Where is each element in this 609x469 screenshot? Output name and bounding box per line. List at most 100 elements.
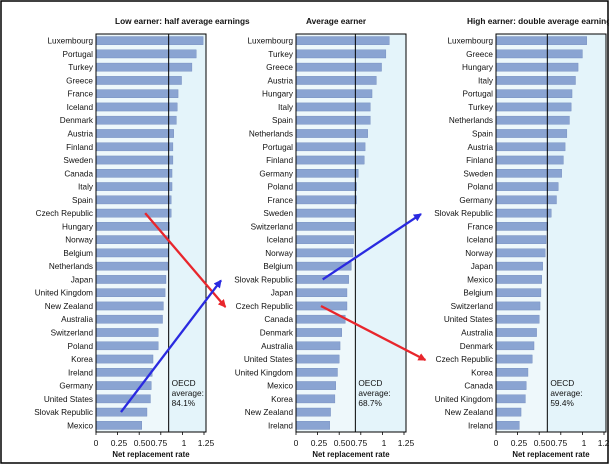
- category-label: Hungary: [62, 222, 94, 231]
- annotation-arrow: [120, 279, 222, 413]
- bar: [95, 129, 174, 138]
- category-label: Germany: [459, 196, 494, 205]
- bar: [495, 354, 533, 364]
- x-tick-label: 0.50: [534, 438, 551, 448]
- average-label: OECD: [550, 378, 574, 388]
- category-label: Norway: [465, 249, 494, 258]
- bar: [495, 208, 552, 218]
- bar: [295, 76, 377, 85]
- category-label: Turkey: [68, 63, 94, 72]
- category-label: Slovak Republic: [34, 408, 93, 417]
- bar: [95, 421, 142, 430]
- bar: [495, 314, 540, 324]
- bar: [495, 155, 564, 165]
- category-label: Netherlands: [49, 262, 93, 271]
- bar: [295, 155, 365, 165]
- bar: [495, 407, 522, 417]
- category-label: Switzerland: [51, 329, 94, 338]
- category-label: Italy: [478, 76, 494, 85]
- bar: [495, 76, 576, 85]
- bar: [495, 129, 568, 138]
- bar: [495, 102, 572, 112]
- bar: [95, 261, 168, 271]
- category-label: Finland: [466, 156, 493, 165]
- bar: [95, 314, 163, 324]
- bar: [295, 235, 355, 244]
- bar: [295, 102, 371, 112]
- bar: [95, 354, 154, 364]
- category-label: Finland: [266, 156, 293, 165]
- category-label: Iceland: [67, 103, 94, 112]
- bar: [295, 208, 356, 218]
- bar: [95, 115, 177, 125]
- category-label: Canada: [464, 382, 493, 391]
- annotation-arrow: [322, 213, 422, 281]
- panel-title: Average earner: [306, 16, 367, 26]
- category-label: Germany: [59, 382, 94, 391]
- x-axis-label: Net replacement rate: [312, 450, 390, 459]
- plot-frame: [495, 33, 607, 433]
- category-label: Japan: [71, 275, 94, 284]
- bar: [95, 208, 172, 218]
- category-label: New Zealand: [245, 408, 294, 417]
- x-tick-label: 1: [582, 438, 587, 448]
- category-label: Czech Republic: [236, 302, 293, 311]
- average-label: 84.1%: [172, 398, 196, 408]
- category-label: Australia: [261, 342, 293, 351]
- x-axis-label: Net replacement rate: [512, 450, 590, 459]
- category-label: Denmark: [460, 342, 494, 351]
- x-tick-label: 0.25: [311, 438, 328, 448]
- bar: [295, 195, 357, 205]
- bar: [295, 275, 349, 284]
- bar: [495, 341, 535, 351]
- bar: [95, 248, 169, 258]
- bar: [295, 368, 338, 377]
- category-label: Canada: [264, 315, 293, 324]
- bar: [95, 301, 164, 311]
- category-label: New Zealand: [45, 302, 94, 311]
- bar: [295, 89, 373, 98]
- category-label: Czech Republic: [436, 355, 493, 364]
- bar: [95, 182, 173, 191]
- plot-frame: [95, 33, 207, 433]
- bar: [495, 182, 559, 191]
- x-tick-label: 0.25: [511, 438, 528, 448]
- average-region: [355, 34, 406, 432]
- category-label: United States: [244, 355, 293, 364]
- bar: [495, 381, 527, 390]
- bar: [295, 222, 355, 231]
- bar: [495, 49, 583, 59]
- bar: [295, 354, 340, 364]
- bar: [495, 328, 537, 337]
- bar: [495, 142, 566, 152]
- average-label: average:: [550, 388, 582, 398]
- bar: [495, 421, 520, 430]
- category-label: Ireland: [468, 421, 493, 430]
- bar: [295, 407, 331, 417]
- category-label: Turkey: [468, 103, 494, 112]
- bar: [495, 301, 541, 311]
- category-label: United Kingdom: [35, 289, 93, 298]
- x-tick-label: 0.50: [334, 438, 351, 448]
- category-label: Norway: [265, 249, 294, 258]
- category-label: Spain: [472, 130, 493, 139]
- average-label: OECD: [358, 378, 382, 388]
- plot-frame: [295, 33, 407, 433]
- average-label: 68.7%: [358, 398, 382, 408]
- category-label: New Zealand: [445, 408, 494, 417]
- bar: [295, 36, 390, 45]
- bar: [495, 36, 587, 45]
- category-label: Italy: [278, 103, 294, 112]
- bar: [495, 368, 529, 377]
- bar: [495, 248, 546, 258]
- category-label: Korea: [471, 368, 493, 377]
- bar: [95, 195, 172, 205]
- bar: [295, 129, 368, 138]
- x-axis-label: Net replacement rate: [112, 450, 190, 459]
- category-label: United States: [444, 315, 493, 324]
- x-tick-label: 1: [382, 438, 387, 448]
- x-tick-label: 0: [494, 438, 499, 448]
